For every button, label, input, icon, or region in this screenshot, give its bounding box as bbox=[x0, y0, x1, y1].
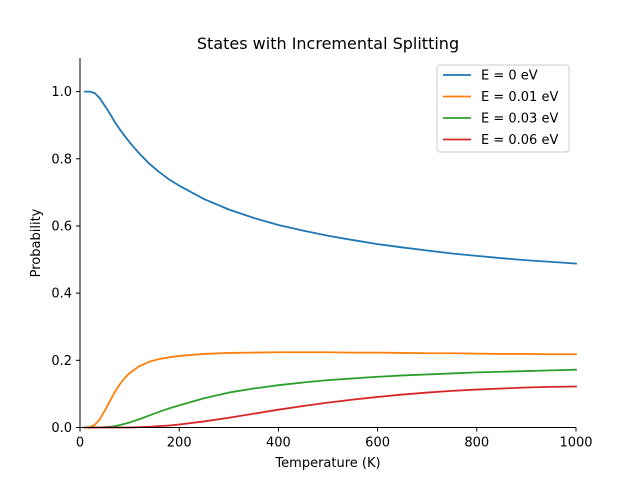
y-tick-label: 0.6 bbox=[51, 219, 72, 234]
y-tick-label: 0.0 bbox=[51, 421, 72, 436]
legend-items: E = 0 eV E = 0.01 eV E = 0.03 eV E = 0.06 e… bbox=[443, 69, 558, 148]
y-ticks: 0.0 0.2 0.4 0.6 0.8 1.0 bbox=[51, 85, 80, 436]
chart-title: States with Incremental Splitting bbox=[197, 34, 459, 53]
legend-label: E = 0.06 eV bbox=[481, 133, 558, 148]
legend: E = 0 eV E = 0.01 eV E = 0.03 eV E = 0.06 e… bbox=[436, 64, 570, 153]
legend-label: E = 0.03 eV bbox=[481, 112, 558, 127]
x-tick-label: 200 bbox=[167, 436, 192, 451]
x-tick-label: 400 bbox=[266, 436, 291, 451]
x-tick-label: 1000 bbox=[559, 436, 592, 451]
series-line-3 bbox=[84, 368, 577, 429]
y-tick-label: 0.8 bbox=[51, 152, 72, 167]
series-line-2 bbox=[84, 351, 577, 429]
y-tick-label: 1.0 bbox=[51, 85, 72, 100]
series-line-1 bbox=[84, 90, 577, 265]
y-tick-label: 0.2 bbox=[51, 354, 72, 369]
legend-box bbox=[436, 64, 570, 153]
legend-label: E = 0 eV bbox=[481, 69, 538, 84]
y-tick-label: 0.4 bbox=[51, 287, 72, 302]
x-tick-label: 800 bbox=[464, 436, 489, 451]
x-ticks: 0 200 400 600 800 1000 bbox=[76, 427, 593, 451]
x-tick-label: 0 bbox=[76, 436, 84, 451]
x-axis-title: Temperature (K) bbox=[274, 456, 380, 471]
x-tick-label: 600 bbox=[365, 436, 390, 451]
legend-label: E = 0.01 eV bbox=[481, 90, 558, 105]
y-axis-title: Probability bbox=[29, 208, 44, 277]
series-line-4 bbox=[84, 385, 577, 429]
